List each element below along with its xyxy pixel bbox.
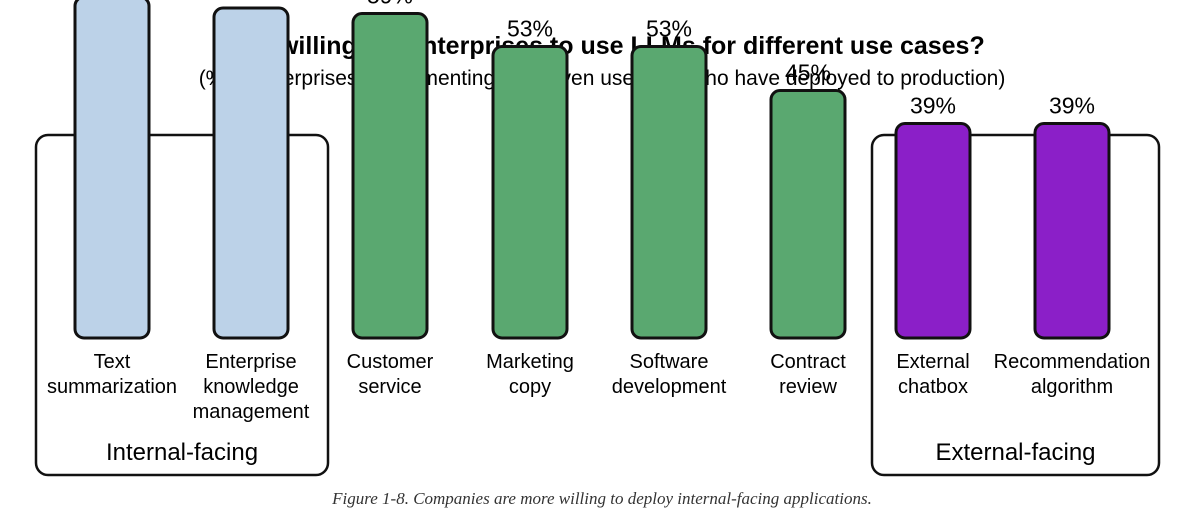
value-label-6: 39%	[910, 93, 956, 119]
bar-2	[351, 12, 429, 340]
figure-caption: Figure 1-8. Companies are more willing t…	[331, 489, 872, 508]
category-label-1: Enterprise knowledge management	[193, 351, 310, 423]
bar-1	[212, 6, 290, 340]
group-boxes: Internal-facing External-facing	[34, 133, 1161, 477]
bar-7	[1033, 122, 1111, 340]
value-label-7: 39%	[1049, 93, 1095, 119]
bars: 62%Textsummarization60%Enterpriseknowled…	[47, 0, 1150, 423]
bar-0	[73, 0, 151, 340]
group-label-1: External-facing	[935, 439, 1095, 466]
chart-subtitle: (% of enterprises experimenting with giv…	[199, 67, 1006, 90]
category-label-7: Recommendation algorithm	[994, 351, 1151, 398]
bar-5	[769, 89, 847, 340]
category-label-5: Contract review	[770, 351, 846, 398]
category-label-0: Text summarization	[47, 351, 177, 398]
bar-3	[491, 45, 569, 340]
group-box-0	[34, 133, 330, 477]
value-label-4: 53%	[646, 16, 692, 42]
bar-4	[630, 45, 708, 340]
chart-title: How willing are enterprises to use LLMs …	[219, 32, 984, 60]
category-label-6: External chatbox	[896, 351, 969, 398]
bar-6	[894, 122, 972, 340]
category-label-2: Customer service	[347, 351, 434, 398]
category-label-3: Marketing copy	[486, 351, 574, 398]
group-box-1	[870, 133, 1161, 477]
group-label-0: Internal-facing	[106, 439, 258, 466]
value-label-3: 53%	[507, 16, 553, 42]
value-label-1: 60%	[228, 0, 274, 3]
value-label-5: 45%	[785, 60, 831, 86]
category-label-4: Software development	[612, 351, 727, 398]
value-label-2: 59%	[367, 0, 413, 9]
